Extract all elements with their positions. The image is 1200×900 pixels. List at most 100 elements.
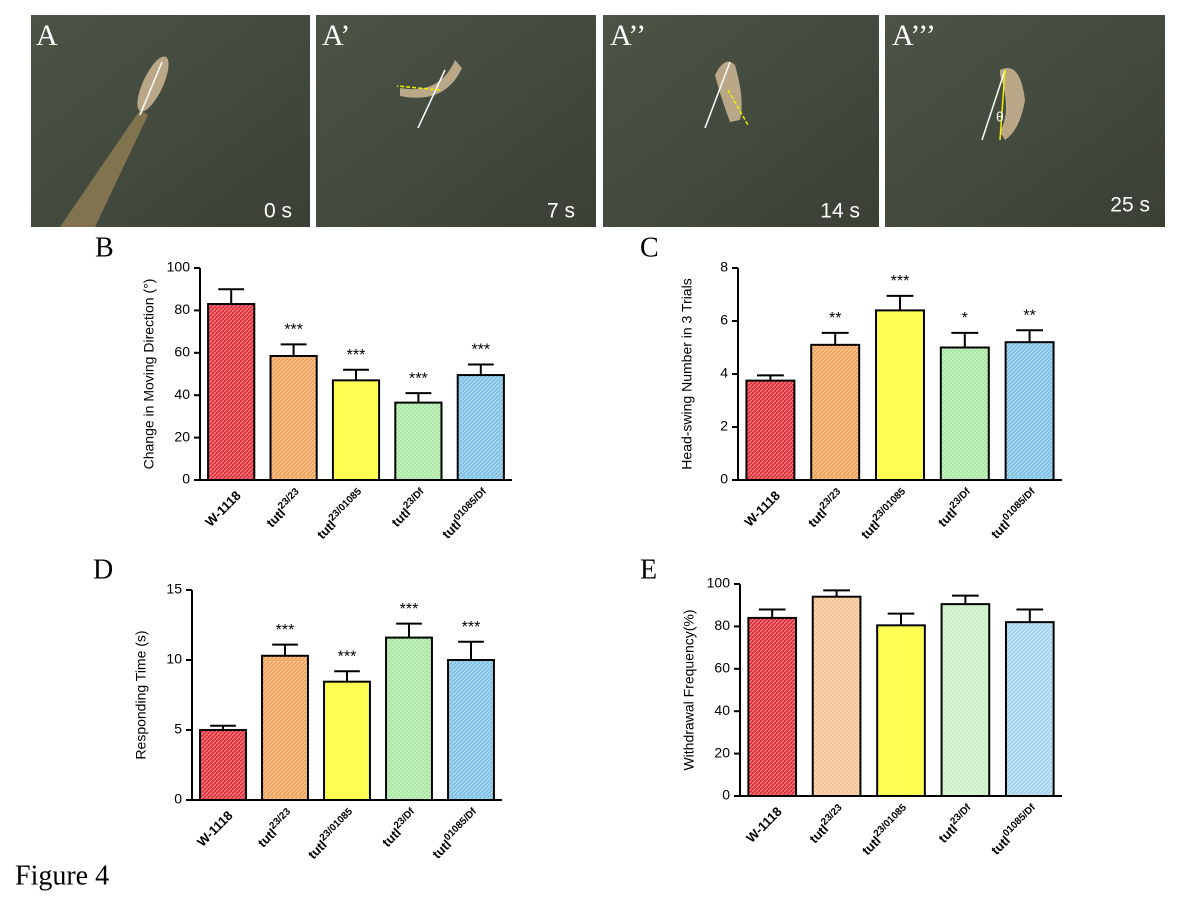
significance: ***: [471, 342, 490, 359]
bar-texture: [749, 618, 796, 795]
x-tick-label: tutl23/Df: [933, 485, 978, 530]
significance: ***: [400, 601, 419, 618]
bar-texture: [263, 656, 307, 799]
error-bar: [272, 643, 298, 656]
x-tick-label: tutl01085/Df: [428, 805, 484, 861]
significance: **: [829, 310, 841, 327]
y-tick-label: 5: [174, 721, 182, 737]
chart: C Head-swing Number in 3 Trials 0 2 4 6 8 W-111…: [640, 232, 1062, 542]
error-bar: [218, 288, 245, 305]
y-tick-label: 0: [182, 471, 190, 487]
photo-time: 0 s: [264, 200, 292, 223]
error-bar: [210, 724, 236, 730]
bar-texture: [333, 381, 379, 479]
significance: *: [962, 310, 968, 327]
panel-letter: C: [640, 232, 659, 263]
bar-texture: [201, 731, 245, 799]
angle-label: θ: [996, 109, 1004, 125]
significance: ***: [891, 273, 910, 290]
error-bar: [334, 670, 360, 682]
y-tick-label: 60: [714, 660, 730, 676]
x-tick-label: tutl01085/Df: [986, 485, 1042, 541]
figure-label: Figure 4: [15, 860, 109, 891]
error-bar: [1016, 608, 1044, 623]
error-bar: [886, 294, 914, 311]
y-tick-label: 6: [720, 312, 728, 328]
y-tick-label: 60: [174, 344, 190, 360]
bar-texture: [396, 403, 441, 479]
bar-texture: [387, 638, 431, 799]
x-tick-label: tutl23/23: [262, 486, 307, 531]
y-axis-label: Responding Time (s): [133, 630, 149, 759]
error-bar: [280, 343, 307, 356]
significance: ***: [462, 619, 481, 636]
photo-label: A’’: [610, 19, 646, 52]
panel-letter: B: [95, 232, 114, 263]
photo-label: A’’’: [892, 19, 936, 52]
y-tick-label: 0: [722, 787, 730, 803]
axes: [199, 268, 512, 481]
photo-panel: A’ 7 s: [316, 15, 596, 227]
y-tick-label: 40: [714, 702, 730, 718]
axes: [737, 268, 1062, 481]
y-axis-label: Withdrawal Frequency(%): [681, 609, 697, 770]
x-tick-label: tutl23/Df: [377, 805, 422, 850]
bar-texture: [449, 661, 493, 799]
axes: [191, 590, 502, 801]
y-tick-label: 100: [707, 575, 731, 591]
x-tick-label: tutl01085/Df: [437, 485, 493, 541]
bar-texture: [325, 682, 369, 799]
error-bar: [1016, 329, 1044, 343]
y-tick-label: 4: [720, 365, 728, 381]
photo-panel: A 0 s: [31, 15, 310, 227]
chart: D Responding Time (s) 0 5 10 15 W-1118 *** tutl2…: [93, 554, 502, 862]
chart: B Change in Moving Direction (°) 0 20 40 60 80…: [95, 232, 512, 542]
error-bar: [887, 612, 915, 626]
photo-label: A: [36, 19, 58, 52]
x-tick-label: tutl23/Df: [387, 485, 432, 530]
y-tick-label: 20: [174, 428, 190, 444]
x-tick-label: tutl23/01085: [856, 486, 913, 543]
bar-texture: [747, 381, 794, 479]
error-bar: [823, 589, 850, 597]
photo-time: 25 s: [1110, 194, 1150, 217]
bar-texture: [877, 311, 923, 479]
bar-texture: [812, 345, 859, 479]
error-bar: [343, 368, 369, 381]
x-tick-label: W-1118: [743, 804, 785, 846]
y-tick-label: 15: [166, 581, 182, 597]
bar-texture: [941, 348, 988, 479]
bar-texture: [878, 626, 924, 795]
bar-texture: [942, 605, 989, 795]
photo-label: A’: [322, 19, 350, 52]
photo-time: 14 s: [820, 200, 860, 223]
y-tick-label: 8: [720, 259, 728, 275]
error-bar: [821, 331, 849, 345]
error-bar: [952, 594, 979, 605]
significance: ***: [347, 347, 366, 364]
significance: ***: [284, 322, 303, 339]
y-axis-label: Head-swing Number in 3 Trials: [679, 278, 695, 469]
x-tick-label: tutl23/01085: [857, 802, 914, 859]
y-tick-label: 2: [720, 418, 728, 434]
bar-texture: [1006, 623, 1053, 795]
error-bar: [756, 374, 784, 381]
y-axis-label: Change in Moving Direction (°): [141, 279, 157, 470]
significance: ***: [276, 622, 295, 639]
error-bar: [951, 331, 979, 348]
chart: E Withdrawal Frequency(%) 0 20 40 60 80 100 W-11…: [640, 554, 1062, 858]
x-tick-label: tutl23/23: [253, 806, 298, 851]
x-tick-label: W-1118: [741, 488, 783, 530]
bar-texture: [458, 376, 503, 479]
panel-letter: E: [640, 554, 657, 585]
x-tick-label: W-1118: [202, 488, 244, 530]
error-bar: [467, 363, 494, 376]
significance: **: [1023, 307, 1035, 324]
y-tick-label: 100: [167, 259, 191, 275]
error-bar: [405, 392, 432, 403]
x-tick-label: tutl01085/Df: [986, 801, 1042, 857]
x-tick-label: tutl23/23: [805, 802, 850, 847]
error-bar: [396, 622, 422, 638]
x-tick-label: tutl23/01085: [312, 486, 369, 543]
